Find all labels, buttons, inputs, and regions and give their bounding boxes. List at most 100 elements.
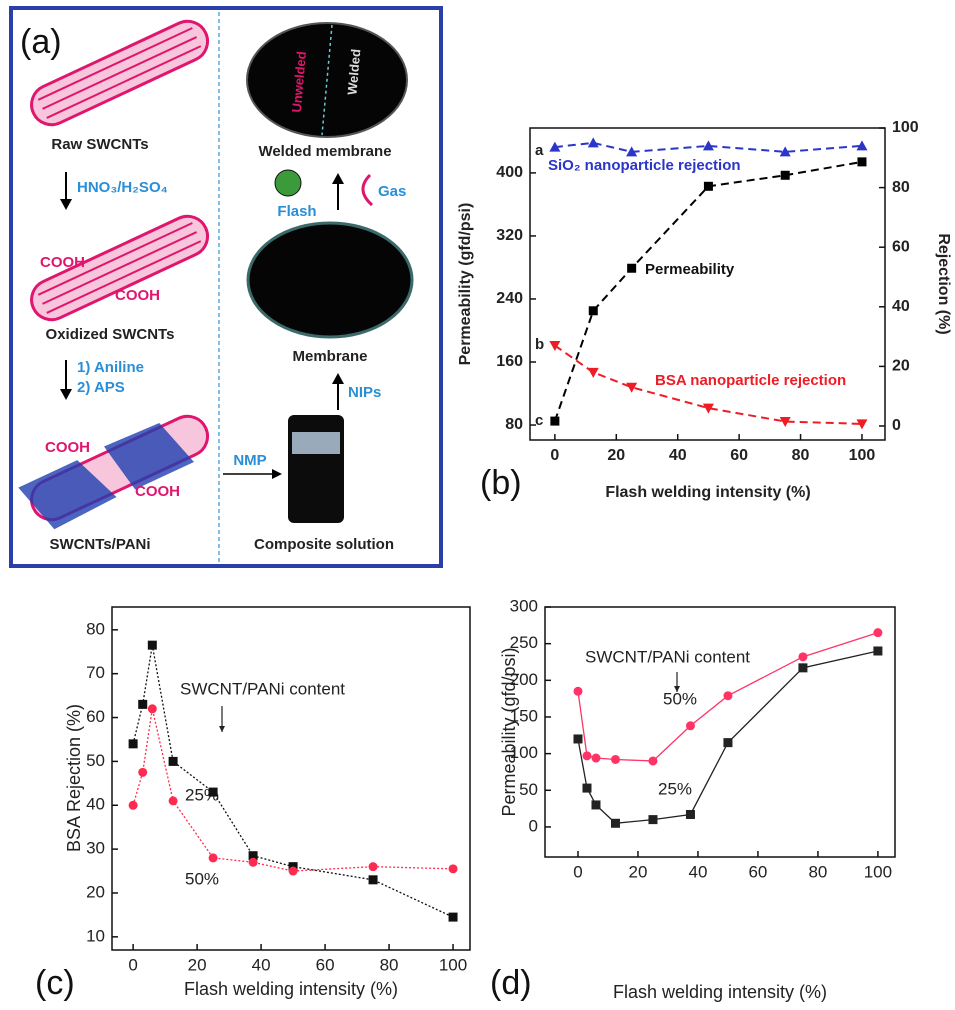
annotation: SWCNT/PANi content xyxy=(585,647,750,666)
y-tick-label: 40 xyxy=(86,795,105,814)
y-tick-label: 70 xyxy=(86,663,105,682)
marker xyxy=(129,801,138,810)
vial xyxy=(288,415,344,523)
marker xyxy=(249,858,258,867)
marker xyxy=(798,652,807,661)
y-tick-label: 10 xyxy=(86,926,105,945)
x-tick-label: 60 xyxy=(316,955,335,974)
marker xyxy=(169,757,178,766)
annotation: 25% xyxy=(658,779,692,798)
panel-label: (c) xyxy=(35,964,75,1002)
x-tick-label: 80 xyxy=(792,447,810,464)
annotation: c xyxy=(535,412,543,429)
x-axis-label: Flash welding intensity (%) xyxy=(605,484,810,501)
marker xyxy=(723,738,732,747)
x-tick-label: 20 xyxy=(629,862,648,881)
marker xyxy=(148,704,157,713)
x-tick-label: 80 xyxy=(380,955,399,974)
label: NMP xyxy=(233,452,266,469)
y-tick-label: 20 xyxy=(86,882,105,901)
panel-label: (d) xyxy=(490,964,532,1002)
marker xyxy=(582,751,591,760)
x-tick-label: 0 xyxy=(573,862,582,881)
x-tick-label: 60 xyxy=(748,862,767,881)
marker xyxy=(627,264,636,273)
annotation: BSA nanoparticle rejection xyxy=(655,372,846,389)
marker xyxy=(573,687,582,696)
x-tick-label: 40 xyxy=(688,862,707,881)
label: COOH xyxy=(135,483,180,500)
marker xyxy=(611,819,620,828)
marker xyxy=(798,663,807,672)
x-tick-label: 80 xyxy=(808,862,827,881)
label: Composite solution xyxy=(254,536,394,553)
marker xyxy=(209,853,218,862)
marker xyxy=(857,157,866,166)
y-tick-label: 0 xyxy=(529,816,538,835)
marker xyxy=(289,867,298,876)
marker xyxy=(781,171,790,180)
plot-frame xyxy=(530,128,885,440)
label: 2) APS xyxy=(77,379,125,396)
y2-axis-label: Rejection (%) xyxy=(935,233,952,334)
label: Welded membrane xyxy=(258,143,391,160)
marker xyxy=(449,864,458,873)
marker xyxy=(704,182,713,191)
marker xyxy=(209,788,218,797)
y2-tick-label: 80 xyxy=(892,179,910,196)
marker xyxy=(138,700,147,709)
x-tick-label: 100 xyxy=(439,955,467,974)
series-line xyxy=(133,709,453,871)
label: NIPs xyxy=(348,384,381,401)
marker xyxy=(582,784,591,793)
annotation: Permeability xyxy=(645,261,735,278)
series-line xyxy=(578,651,878,823)
label: HNO₃/H₂SO₄ xyxy=(77,179,168,196)
x-tick-label: 100 xyxy=(849,447,876,464)
x-tick-label: 0 xyxy=(550,447,559,464)
x-tick-label: 40 xyxy=(669,447,687,464)
label: Raw SWCNTs xyxy=(51,136,148,153)
marker xyxy=(449,913,458,922)
y2-tick-label: 0 xyxy=(892,417,901,434)
x-tick-label: 100 xyxy=(864,862,892,881)
annotation: a xyxy=(535,142,544,159)
marker xyxy=(550,417,559,426)
marker xyxy=(873,628,882,637)
y-tick-label: 400 xyxy=(496,164,523,181)
label: Membrane xyxy=(292,348,367,365)
label: COOH xyxy=(45,439,90,456)
label: Flash xyxy=(277,203,316,220)
y-tick-label: 80 xyxy=(505,416,523,433)
y-axis-label: BSA Rejection (%) xyxy=(64,704,84,852)
marker xyxy=(873,646,882,655)
y-axis-label: Permeability (gfd/psi) xyxy=(499,647,519,816)
marker xyxy=(549,341,560,351)
marker xyxy=(648,756,657,765)
y-tick-label: 300 xyxy=(510,596,538,615)
marker xyxy=(148,641,157,650)
marker xyxy=(591,754,600,763)
annotation: SWCNT/PANi content xyxy=(180,679,345,698)
y-tick-label: 80 xyxy=(86,619,105,638)
label: COOH xyxy=(40,254,85,271)
marker xyxy=(686,810,695,819)
y2-tick-label: 40 xyxy=(892,298,910,315)
plot-frame xyxy=(112,607,470,950)
panel-label: (b) xyxy=(480,464,522,502)
y2-tick-label: 20 xyxy=(892,358,910,375)
marker xyxy=(591,800,600,809)
membrane xyxy=(248,223,412,337)
y2-tick-label: 100 xyxy=(892,119,919,136)
label: 1) Aniline xyxy=(77,359,144,376)
marker xyxy=(686,721,695,730)
x-axis-label: Flash welding intensity (%) xyxy=(184,979,398,999)
y2-tick-label: 60 xyxy=(892,238,910,255)
marker xyxy=(611,755,620,764)
y-tick-label: 320 xyxy=(496,227,523,244)
marker xyxy=(369,875,378,884)
x-tick-label: 0 xyxy=(128,955,137,974)
x-tick-label: 20 xyxy=(188,955,207,974)
